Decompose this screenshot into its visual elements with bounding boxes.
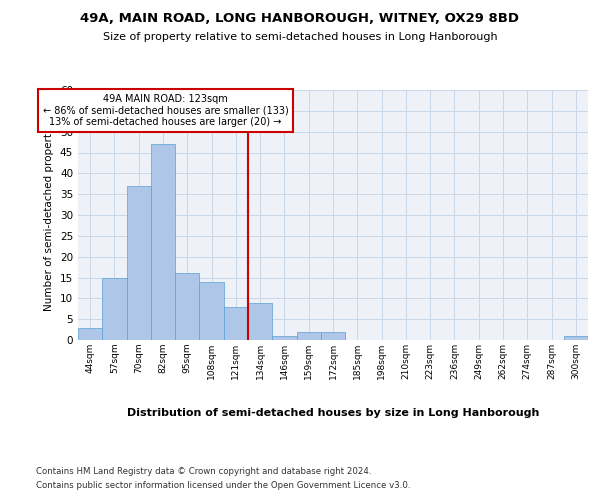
- Bar: [272, 336, 296, 340]
- Bar: [175, 274, 199, 340]
- Text: 49A MAIN ROAD: 123sqm
← 86% of semi-detached houses are smaller (133)
13% of sem: 49A MAIN ROAD: 123sqm ← 86% of semi-deta…: [43, 94, 289, 128]
- Bar: [321, 332, 345, 340]
- Bar: [127, 186, 151, 340]
- Text: Contains HM Land Registry data © Crown copyright and database right 2024.: Contains HM Land Registry data © Crown c…: [36, 468, 371, 476]
- Text: Size of property relative to semi-detached houses in Long Hanborough: Size of property relative to semi-detach…: [103, 32, 497, 42]
- Bar: [78, 328, 102, 340]
- Bar: [224, 306, 248, 340]
- Bar: [296, 332, 321, 340]
- Bar: [564, 336, 588, 340]
- Text: Distribution of semi-detached houses by size in Long Hanborough: Distribution of semi-detached houses by …: [127, 408, 539, 418]
- Bar: [102, 278, 127, 340]
- Bar: [199, 282, 224, 340]
- Text: Contains public sector information licensed under the Open Government Licence v3: Contains public sector information licen…: [36, 481, 410, 490]
- Y-axis label: Number of semi-detached properties: Number of semi-detached properties: [44, 118, 55, 312]
- Text: 49A, MAIN ROAD, LONG HANBOROUGH, WITNEY, OX29 8BD: 49A, MAIN ROAD, LONG HANBOROUGH, WITNEY,…: [80, 12, 520, 26]
- Bar: [151, 144, 175, 340]
- Bar: [248, 302, 272, 340]
